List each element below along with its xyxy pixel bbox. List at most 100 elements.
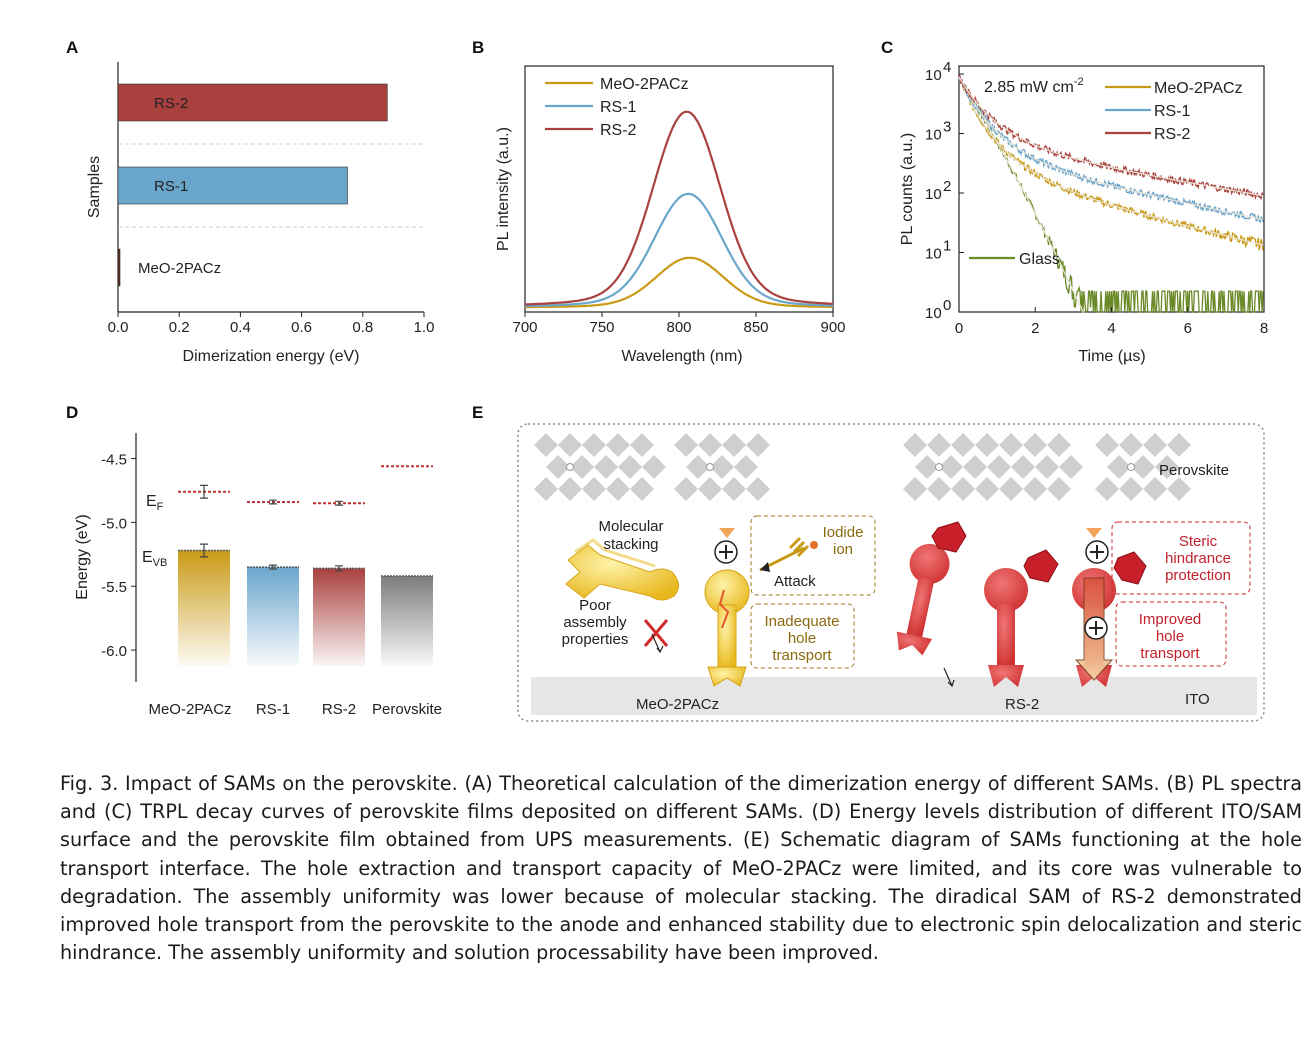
perovskite-octahedron-2 <box>582 433 606 457</box>
perovskite-octahedron-13 <box>606 477 630 501</box>
perovskite-cation-27 <box>706 463 714 471</box>
hole-plus-icon-3 <box>1084 616 1108 640</box>
c-curve-3 <box>958 76 1264 313</box>
e-attack-label: Attack <box>774 573 816 590</box>
e-inadequate: Inadequate hole transport <box>764 613 839 664</box>
c-legend-label-2: RS-2 <box>1154 126 1191 143</box>
d-tick-label-2: -5.5 <box>101 579 127 596</box>
b-y-label: PL intensity (a.u.) <box>495 127 512 251</box>
a-bar-label-2: MeO-2PACz <box>138 260 221 277</box>
perovskite-octahedron-38 <box>987 455 1011 479</box>
d-tick-label-1: -5.0 <box>101 515 127 532</box>
e-rs2-label: RS-2 <box>1005 696 1039 713</box>
perovskite-octahedron-25 <box>722 477 746 501</box>
panel-letter-d: D <box>66 403 78 422</box>
c-legend-label-0: MeO-2PACz <box>1154 80 1243 97</box>
perovskite-octahedron-43 <box>927 477 951 501</box>
perovskite-octahedron-57 <box>1095 477 1119 501</box>
a-bars: RS-2 RS-1 MeO-2PACz <box>117 83 388 287</box>
d-evb-label: EVB <box>142 549 167 569</box>
d-ef-label: EF <box>146 493 164 513</box>
e-ito-label: ITO <box>1185 691 1210 708</box>
perovskite-octahedron-20 <box>686 455 710 479</box>
c-ytick-label-4: 10 <box>925 67 942 84</box>
c-x-label: Time (µs) <box>1078 348 1145 365</box>
perovskite-octahedron-9 <box>642 455 666 479</box>
steric-box <box>1111 521 1251 595</box>
perovskite-cation-61 <box>1127 463 1135 471</box>
perovskite-octahedron-54 <box>1107 455 1131 479</box>
perovskite-octahedron-0 <box>534 433 558 457</box>
a-bar-2 <box>117 248 121 287</box>
d-err-ef-1 <box>269 499 277 505</box>
perovskite-octahedron-16 <box>674 433 698 457</box>
a-tick-label-2: 0.4 <box>230 319 251 336</box>
d-tick-label-3: -6.0 <box>101 643 127 660</box>
attack-arrow-icon <box>759 536 810 572</box>
d-err-ef-2 <box>335 500 343 506</box>
panel-a: A RS-2 RS-1 MeO-2PACz 0.0 0.2 0.4 0.6 0.8 1.0 D… <box>66 38 434 365</box>
b-tick-label-2: 800 <box>666 319 691 336</box>
a-tick-label-3: 0.6 <box>291 319 312 336</box>
c-fit-2 <box>958 76 1264 197</box>
c-ytick-label-1: 10 <box>925 246 942 263</box>
c-plot-frame <box>958 65 1265 313</box>
perovskite-octahedron-23 <box>674 477 698 501</box>
d-bars <box>178 465 433 666</box>
perovskite-octahedron-36 <box>939 455 963 479</box>
perovskite-octahedron-45 <box>975 477 999 501</box>
d-categories: MeO-2PACz RS-1 RS-2 Perovskite <box>148 701 442 718</box>
perovskite-octahedron-4 <box>630 433 654 457</box>
b-x-ticks: 700 750 800 850 900 <box>512 312 846 336</box>
a-x-label: Dimerization energy (eV) <box>183 348 360 365</box>
perovskite-octahedron-29 <box>927 433 951 457</box>
iodide-dot-icon <box>810 541 818 549</box>
panel-letter-a: A <box>66 38 78 57</box>
perovskite-octahedron-59 <box>1143 477 1167 501</box>
meo-molecule-icon <box>704 569 750 687</box>
panel-d: D -4.5 -5.0 -5.5 -6.0 MeO-2PACz RS-1 RS-2 Pero… <box>66 403 442 718</box>
figure-caption: Fig. 3. Impact of SAMs on the perovskite… <box>60 770 1302 967</box>
e-meo-label: MeO-2PACz <box>636 696 719 713</box>
perovskite-octahedron-5 <box>546 455 570 479</box>
caption-title: Fig. 3. Impact of SAMs on the perovskite… <box>60 772 458 795</box>
perovskite-octahedron-28 <box>903 433 927 457</box>
a-tick-label-0: 0.0 <box>108 319 129 336</box>
b-curve-0 <box>525 256 833 309</box>
d-err-vb-2 <box>335 565 343 572</box>
hole-plus-icon-2 <box>1085 540 1109 564</box>
a-tick-label-4: 0.8 <box>352 319 373 336</box>
b-x-label: Wavelength (nm) <box>621 348 742 365</box>
perovskite-cation-15 <box>566 463 574 471</box>
d-category-2: RS-2 <box>322 701 356 718</box>
d-y-label: Energy (eV) <box>74 514 91 599</box>
improved-box <box>1115 601 1227 667</box>
perovskite-octahedron-35 <box>915 455 939 479</box>
c-ytick-exp-0: 0 <box>943 297 951 314</box>
perovskite-octahedron-56 <box>1155 455 1179 479</box>
c-xtick-label-0: 0 <box>955 320 963 337</box>
cross-icon <box>643 619 669 654</box>
d-err-vb-1 <box>269 564 277 570</box>
d-category-3: Perovskite <box>372 701 442 718</box>
c-ytick-label-3: 10 <box>925 127 942 144</box>
a-bar-1 <box>117 166 348 205</box>
c-curve-1 <box>958 77 1264 224</box>
c-xtick-label-1: 2 <box>1031 320 1039 337</box>
c-xtick-label-3: 6 <box>1184 320 1192 337</box>
perovskite-cation-49 <box>935 463 943 471</box>
b-curve-1 <box>524 192 833 308</box>
panel-letter-b: B <box>472 38 484 57</box>
c-ytick-exp-4: 4 <box>943 59 951 76</box>
perovskite-lattice <box>534 433 1191 501</box>
c-ytick-exp-2: 2 <box>943 178 951 195</box>
b-tick-label-4: 900 <box>820 319 845 336</box>
panel-b: B 700 750 800 850 900 MeO-2PACz RS-1 RS-2 Wave… <box>472 38 846 365</box>
perovskite-octahedron-12 <box>582 477 606 501</box>
b-legend-label-0: MeO-2PACz <box>600 76 689 93</box>
e-hole-arrow-head-meo <box>719 528 735 538</box>
perovskite-octahedron-22 <box>734 455 758 479</box>
perovskite-octahedron-1 <box>558 433 582 457</box>
